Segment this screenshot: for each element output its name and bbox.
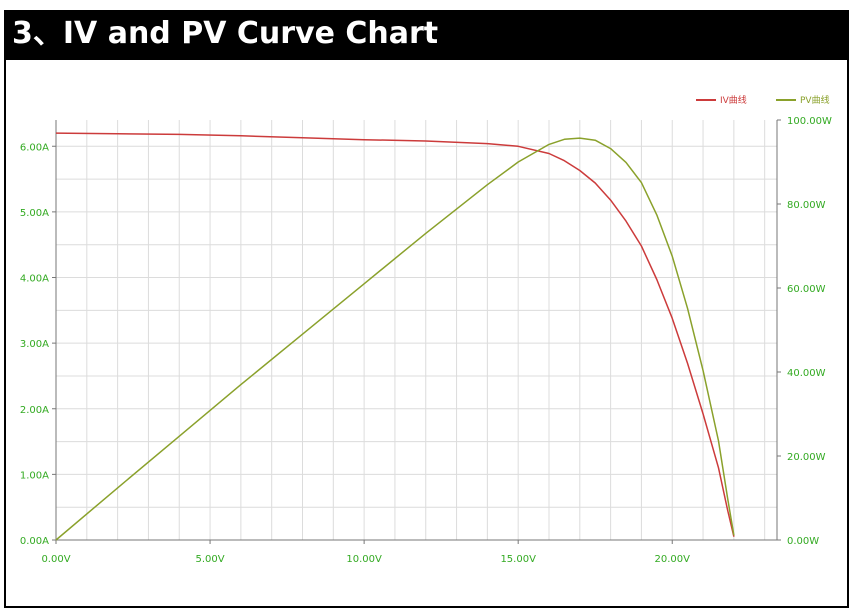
x-tick-label: 10.00V — [346, 554, 382, 565]
y-left-tick-label: 4.00A — [20, 274, 49, 285]
y-right-tick-label: 60.00W — [787, 284, 826, 295]
x-tick-label: 20.00V — [655, 554, 691, 565]
legend-pv-label: PV曲线 — [800, 94, 830, 106]
y-left-tick-label: 5.00A — [20, 208, 49, 219]
legend-iv-label: IV曲线 — [720, 94, 747, 106]
y-left-tick-label: 3.00A — [20, 339, 49, 350]
chart-title: 3、IV and PV Curve Chart — [4, 10, 849, 58]
chart-frame: 0.00A 1.00A 2.00A 3.00A 4.00A 5.00A 6.00A 0.00W… — [4, 58, 849, 608]
y-left-tick-label: 1.00A — [20, 470, 49, 481]
y-right-tick-label: 0.00W — [787, 536, 819, 547]
iv-pv-chart: 0.00A 1.00A 2.00A 3.00A 4.00A 5.00A 6.00A 0.00W… — [20, 94, 832, 565]
y-right-tick-label: 100.00W — [787, 116, 832, 127]
y-right-tick-label: 40.00W — [787, 368, 826, 379]
y-left-tick-label: 6.00A — [20, 142, 49, 153]
x-tick-label: 15.00V — [500, 554, 536, 565]
iv-curve-line — [55, 132, 735, 537]
x-tick-label: 0.00V — [41, 554, 70, 565]
y-right-tick-label: 80.00W — [787, 200, 826, 211]
y-left-tick-label: 0.00A — [20, 536, 49, 547]
y-right-tick-label: 20.00W — [787, 452, 826, 463]
pv-curve-line — [55, 137, 735, 541]
y-left-tick-label: 2.00A — [20, 405, 49, 416]
x-tick-label: 5.00V — [196, 554, 225, 565]
